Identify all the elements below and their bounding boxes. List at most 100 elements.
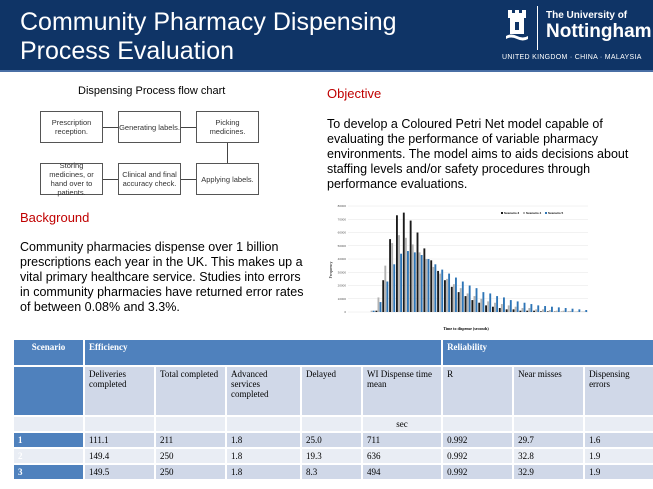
bar-scenario-3 (409, 220, 412, 312)
table-cell: 8.3 (302, 465, 361, 479)
bar-scenario-5 (468, 285, 471, 312)
col-dispense-time: WI Dispense time mean (363, 367, 442, 415)
table-cell: 0.992 (443, 433, 513, 447)
bar-scenario-3 (416, 232, 419, 312)
header-reliability: Reliability (443, 340, 653, 365)
table-cell: 711 (363, 433, 442, 447)
table-cell: 1.9 (585, 465, 653, 479)
bar-scenario-4 (535, 309, 538, 312)
table-cell: 1.8 (227, 465, 300, 479)
bar-scenario-4 (411, 244, 414, 312)
y-axis-label: Frequency (328, 262, 333, 279)
histogram-chart: 0 10000 20000 30000 40000 50000 60000 70000 8000… (328, 204, 588, 331)
units-row: sec (14, 417, 653, 431)
bar-scenario-5 (537, 305, 540, 312)
bar-scenario-3 (389, 239, 392, 312)
bar-scenario-5 (482, 292, 485, 312)
university-logo: The University of Nottingham UNITED KING… (502, 6, 652, 66)
bar-scenario-5 (393, 264, 396, 312)
bar-scenario-4 (473, 296, 476, 312)
bar-scenario-5 (448, 273, 451, 312)
bar-scenario-4 (466, 293, 469, 312)
col-r: R (443, 367, 513, 415)
bar-scenario-4 (370, 310, 373, 312)
y-tick-label: 10000 (338, 297, 347, 301)
table-cell: 636 (363, 449, 442, 463)
bar-scenario-3 (519, 310, 522, 312)
flow-step-4: Applying labels. (196, 163, 259, 195)
header-scenario: Scenario (14, 340, 83, 365)
bar-scenario-5 (386, 281, 389, 312)
bar-scenario-4 (576, 311, 579, 312)
bar-scenario-3 (444, 280, 446, 312)
unit-sec: sec (363, 417, 442, 431)
bar-scenario-4 (446, 278, 448, 312)
table-cell (443, 417, 513, 431)
table-cell: 32.9 (514, 465, 584, 479)
table-cell (156, 417, 225, 431)
legend-label: Scenario 3 (504, 211, 520, 215)
bar-scenario-4 (398, 235, 400, 312)
table-row: 1 111.1 211 1.8 25.0 711 0.992 29.7 1.6 (14, 433, 653, 447)
flow-arrow (227, 143, 228, 163)
row-scenario: 3 (14, 465, 83, 479)
legend-swatch (545, 212, 547, 214)
bar-scenario-3 (546, 311, 549, 312)
bar-scenario-4 (459, 288, 462, 312)
y-tick-label: 70000 (338, 217, 347, 221)
logo-line3: UNITED KINGDOM · CHINA · MALAYSIA (502, 54, 642, 61)
bar-scenario-3 (402, 212, 405, 312)
flow-arrow (103, 179, 118, 180)
header-banner: Community Pharmacy Dispensing Process Ev… (0, 0, 653, 72)
table-cell: 29.7 (514, 433, 584, 447)
bar-scenario-3 (498, 308, 501, 312)
header-efficiency: Efficiency (85, 340, 442, 365)
table-cell (302, 417, 361, 431)
bar-scenario-4 (418, 252, 421, 312)
bar-scenario-4 (480, 298, 483, 312)
bar-scenario-4 (548, 310, 551, 312)
flow-arrow (181, 127, 196, 128)
bar-scenario-4 (487, 301, 490, 312)
bar-scenario-3 (457, 292, 460, 312)
y-tick-label: 60000 (338, 231, 347, 235)
y-tick-label: 50000 (338, 244, 347, 248)
table-cell: 149.4 (85, 449, 154, 463)
legend-label: Scenario 5 (548, 211, 564, 215)
bar-scenario-3 (437, 270, 440, 312)
row-scenario: 2 (14, 449, 83, 463)
table-cell: 149.5 (85, 465, 154, 479)
x-axis-label: Time to dispense (seconds) (443, 326, 489, 331)
bar-scenario-5 (571, 308, 574, 312)
bar-scenario-3 (471, 300, 474, 312)
table-cell: 250 (156, 449, 225, 463)
bar-scenario-4 (583, 311, 586, 312)
col-total: Total completed (156, 367, 225, 415)
bar-scenario-4 (425, 259, 428, 312)
bar-scenario-5 (420, 255, 423, 312)
flow-step-1: Prescription reception. (40, 111, 103, 143)
bar-scenario-5 (509, 300, 512, 312)
bar-scenario-3 (375, 310, 378, 312)
y-tick-label: 30000 (338, 270, 347, 274)
table-cell: 1.8 (227, 449, 300, 463)
table-cell: 111.1 (85, 433, 154, 447)
y-tick-label: 0 (344, 310, 346, 314)
flow-step-3: Picking medicines. (196, 111, 259, 143)
bar-scenario-5 (434, 264, 437, 312)
poster-title: Community Pharmacy Dispensing Process Ev… (20, 8, 397, 65)
bar-scenario-4 (500, 304, 503, 312)
table-cell (14, 417, 83, 431)
results-table: Scenario Efficiency Reliability Deliveri… (12, 338, 653, 481)
bar-scenario-5 (523, 302, 526, 312)
bar-scenario-4 (384, 265, 387, 312)
bar-scenario-4 (521, 308, 524, 312)
table-cell (227, 417, 300, 431)
table-cell: 1.9 (585, 449, 653, 463)
bar-scenario-3 (485, 305, 488, 312)
bar-scenario-3 (382, 280, 385, 312)
bar-scenario-3 (450, 286, 453, 312)
bar-scenario-5 (496, 296, 499, 312)
bar-scenario-4 (404, 237, 407, 312)
castle-icon (506, 10, 528, 41)
